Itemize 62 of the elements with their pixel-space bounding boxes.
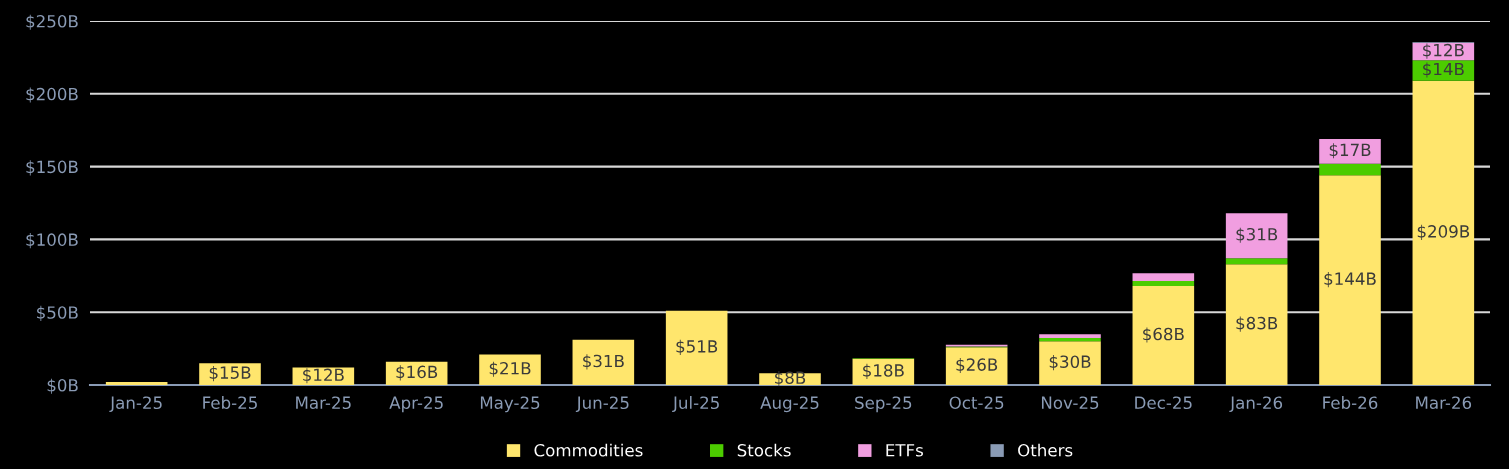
bar bbox=[1225, 258, 1288, 265]
x-tick-label: Jan-26 bbox=[1229, 396, 1283, 413]
data-label: $30B bbox=[1049, 355, 1091, 371]
data-label: $17B bbox=[1329, 143, 1371, 159]
data-label: $18B bbox=[863, 363, 904, 379]
legend-label: ETFs bbox=[886, 444, 923, 457]
bar bbox=[1225, 213, 1288, 259]
x-tick-label: Nov-25 bbox=[1041, 396, 1099, 410]
data-label: $12B bbox=[303, 368, 344, 384]
x-tick-label: Dec-25 bbox=[1135, 396, 1192, 410]
data-label: $31B bbox=[583, 354, 624, 370]
x-tick-label: May-25 bbox=[480, 396, 540, 413]
y-tick-label: $200B bbox=[26, 87, 78, 103]
legend-label: Others bbox=[1018, 443, 1073, 457]
x-tick-label: Feb-26 bbox=[1323, 396, 1378, 410]
y-tick-label: $150B bbox=[26, 160, 78, 176]
x-tick-label: Oct-25 bbox=[949, 396, 1004, 410]
x-tick-label: Jun-25 bbox=[575, 396, 629, 413]
bar bbox=[945, 347, 1008, 385]
bar bbox=[852, 358, 915, 385]
bar bbox=[1132, 273, 1195, 281]
x-tick-label: Jul-25 bbox=[672, 396, 719, 413]
x-tick-label: Sep-25 bbox=[855, 396, 912, 413]
data-label: $209B bbox=[1417, 224, 1470, 240]
x-tick-label: Mar-25 bbox=[296, 396, 351, 410]
x-tick-label: Feb-25 bbox=[203, 396, 257, 410]
data-label: $51B bbox=[676, 339, 718, 355]
bar bbox=[1225, 264, 1288, 385]
data-label: $144B bbox=[1324, 272, 1376, 288]
bar bbox=[1132, 285, 1195, 385]
bar bbox=[1039, 338, 1101, 342]
data-label: $83B bbox=[1236, 316, 1278, 332]
bar bbox=[1039, 341, 1101, 385]
y-tick-label: $100B bbox=[26, 233, 78, 249]
data-label: $16B bbox=[396, 365, 438, 381]
legend-label: Stocks bbox=[737, 443, 791, 457]
x-tick-label: Jan-25 bbox=[109, 396, 162, 413]
y-tick-label: $0B bbox=[47, 378, 78, 394]
bar bbox=[1039, 334, 1101, 339]
x-tick-label: Apr-25 bbox=[389, 396, 443, 413]
bar bbox=[1132, 280, 1195, 286]
bar bbox=[105, 382, 168, 385]
bar bbox=[479, 354, 541, 385]
bar bbox=[1319, 175, 1381, 385]
data-label: $68B bbox=[1143, 327, 1184, 343]
data-label: $8B bbox=[775, 371, 806, 387]
data-label: $14B bbox=[1423, 62, 1464, 78]
data-label: $12B bbox=[1423, 43, 1464, 59]
bar bbox=[1412, 80, 1475, 385]
x-tick-label: Mar-26 bbox=[1416, 396, 1472, 410]
data-label: $31B bbox=[1236, 227, 1278, 243]
x-tick-label: Aug-25 bbox=[760, 396, 819, 413]
bar bbox=[665, 310, 728, 385]
bar bbox=[1319, 163, 1381, 176]
data-label: $15B bbox=[209, 366, 251, 382]
y-tick-label: $50B bbox=[37, 305, 78, 321]
bar bbox=[572, 339, 635, 385]
data-label: $21B bbox=[489, 361, 531, 377]
data-label: $26B bbox=[956, 358, 998, 374]
bar bbox=[1319, 138, 1381, 164]
legend-label: Commodities bbox=[534, 443, 643, 457]
y-tick-label: $250B bbox=[26, 14, 78, 30]
